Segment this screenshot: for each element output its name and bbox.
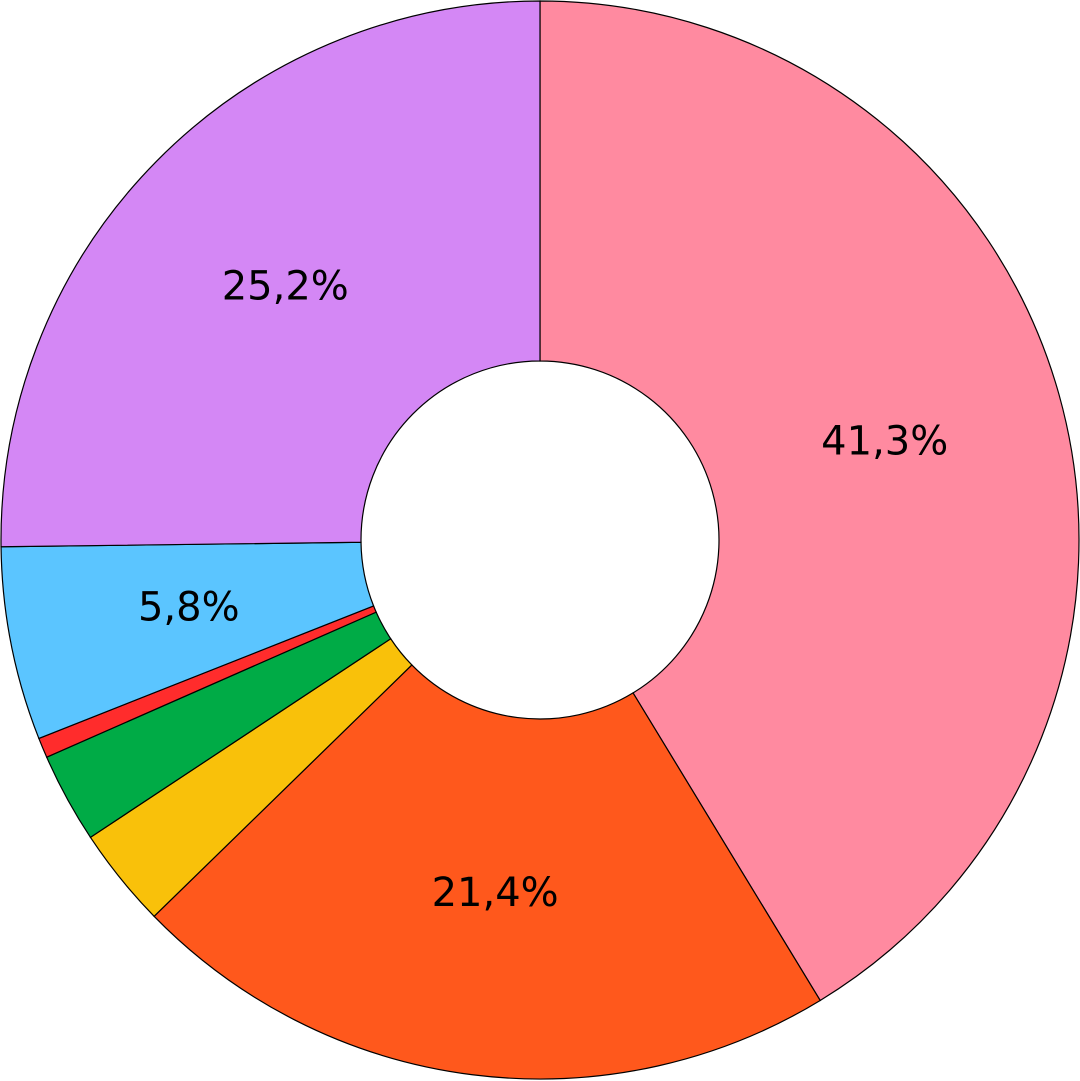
data-label: 25,2% bbox=[222, 263, 349, 309]
donut-slice bbox=[153, 664, 822, 1080]
data-label: 41,3% bbox=[821, 418, 948, 464]
data-label: 21,4% bbox=[432, 870, 559, 916]
donut-slice bbox=[0, 0, 541, 548]
donut-slice bbox=[0, 541, 375, 740]
data-label: 5,8% bbox=[138, 584, 240, 630]
donut-slice bbox=[539, 0, 1080, 1002]
